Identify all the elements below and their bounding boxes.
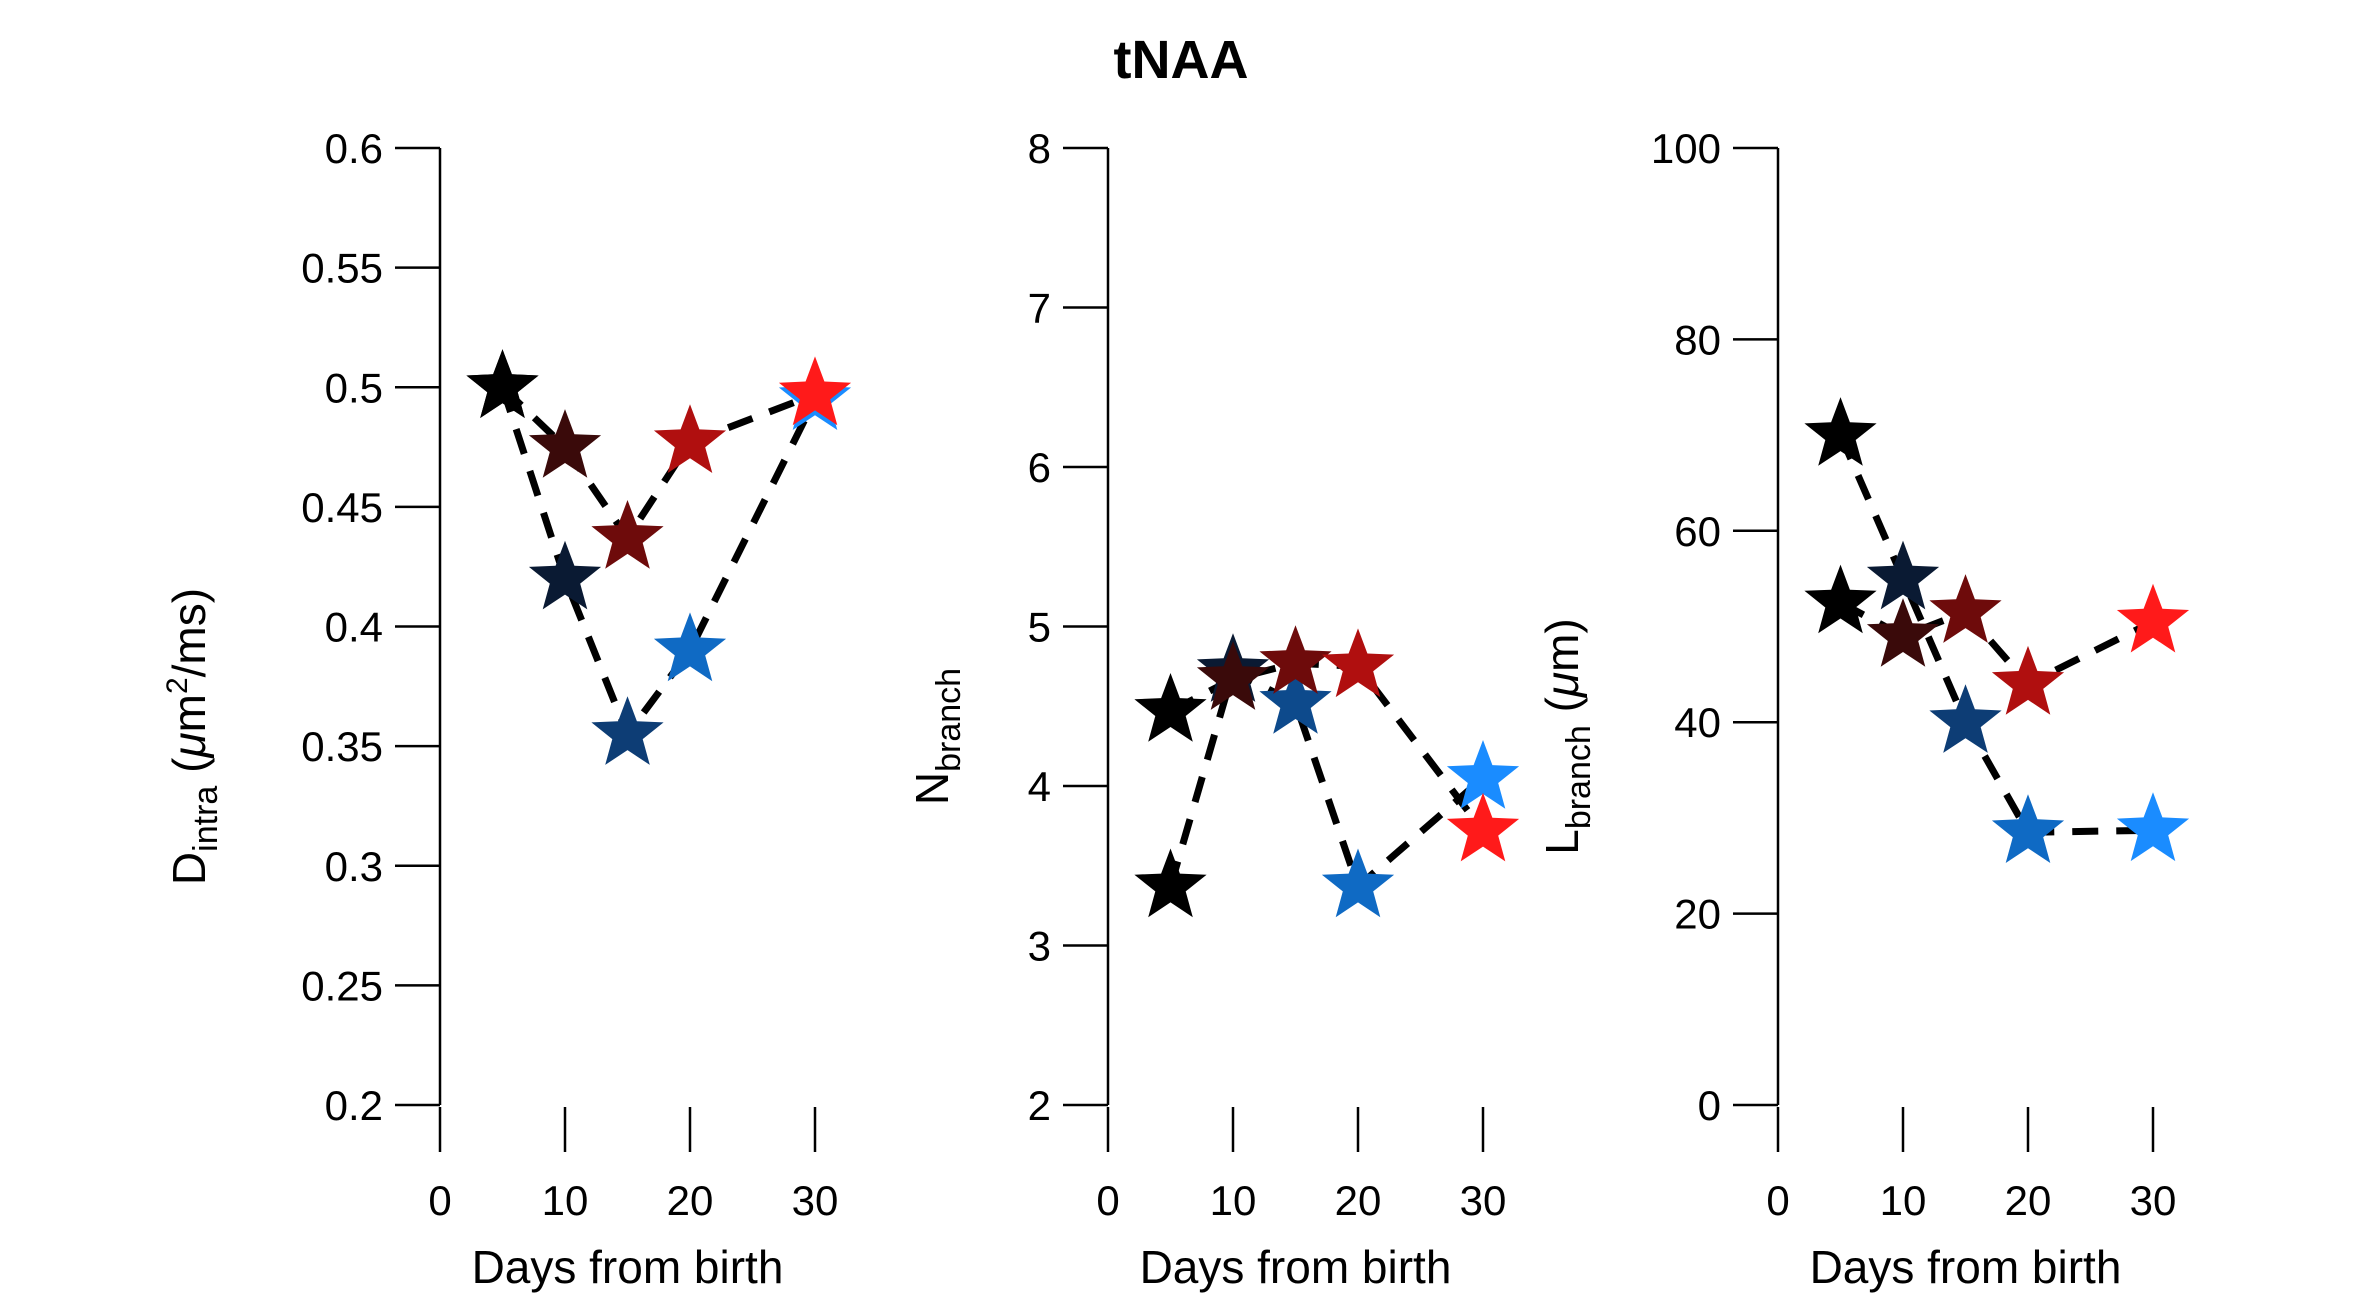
x-tick-label: 20 [1335, 1177, 1382, 1224]
series-2-star-marker [1866, 598, 1940, 667]
y-axis-title-mu: μ [1536, 672, 1588, 698]
series-1-star-marker [653, 612, 727, 682]
series-2-star-marker [1804, 564, 1877, 634]
x-axis-title: Days from birth [472, 1241, 784, 1293]
x-tick-label: 20 [667, 1177, 714, 1224]
y-axis-title-units_before: ( [163, 757, 215, 786]
series-1-star-marker [1134, 848, 1207, 918]
y-tick-label: 5 [1028, 604, 1051, 651]
y-axis-title-units_mid: m [163, 694, 215, 732]
y-tick-label: 80 [1674, 316, 1721, 363]
x-axis-title: Days from birth [1810, 1241, 2122, 1293]
figure-title: tNAA [1114, 30, 1249, 90]
y-axis-title-mu: μ [163, 732, 215, 758]
series-2-star-marker [1196, 641, 1270, 710]
x-tick-label: 30 [1460, 1177, 1507, 1224]
y-tick-label: 0.6 [325, 125, 383, 172]
x-tick-label: 10 [542, 1177, 589, 1224]
x-tick-label: 0 [1096, 1177, 1119, 1224]
x-tick-label: 10 [1210, 1177, 1257, 1224]
series-1-star-marker [1321, 848, 1395, 918]
y-axis-title-main: D [163, 852, 215, 885]
series-1-star-marker [591, 696, 664, 765]
x-tick-label: 30 [2130, 1177, 2177, 1224]
y-tick-label: 0.45 [301, 484, 383, 531]
y-tick-label: 4 [1028, 763, 1051, 810]
x-tick-label: 30 [792, 1177, 839, 1224]
x-tick-label: 0 [1766, 1177, 1789, 1224]
y-tick-label: 20 [1674, 891, 1721, 938]
series-1-star-marker [2116, 792, 2190, 862]
y-tick-label: 100 [1651, 125, 1721, 172]
series-1-line [1167, 666, 1486, 893]
series-1-star-marker [1804, 397, 1877, 466]
series-1-star-marker [1259, 665, 1332, 734]
x-tick-label: 0 [428, 1177, 451, 1224]
series-2-star-marker [1321, 628, 1395, 698]
series-2-star-marker [466, 349, 539, 418]
y-axis-title-units_after: /ms) [163, 588, 215, 677]
panel-1: 0 10 20 30 0.2 0.25 0.3 0.35 0.4 0.45 0.5 0.55 0.6 Da… [161, 125, 852, 1293]
series-2-star-marker [591, 500, 664, 569]
y-tick-label: 0.5 [325, 364, 383, 411]
series-2-star-marker [1259, 625, 1332, 694]
series-2-star-marker [1991, 645, 2065, 715]
panel-2: 0 10 20 30 2 3 4 5 6 7 8 Days from birth Nbranch [906, 125, 1520, 1293]
y-axis-title: Dintra (μm2/ms) [161, 588, 225, 885]
series-1-star-marker [1446, 740, 1520, 809]
series-2-star-marker [653, 404, 727, 473]
y-axis-title-sup: 2 [161, 677, 194, 694]
y-tick-label: 6 [1028, 444, 1051, 491]
series-2-star-marker [2116, 583, 2190, 653]
series-2-star-marker [778, 356, 852, 426]
series-1-star-marker [528, 540, 602, 610]
y-axis-title-sub: branch [1560, 725, 1598, 829]
series-2-star-marker [528, 409, 602, 478]
y-tick-label: 60 [1674, 508, 1721, 555]
y-tick-label: 0.25 [301, 962, 383, 1009]
y-tick-label: 8 [1028, 125, 1051, 172]
y-axis-title: Lbranch (μm) [1536, 618, 1598, 855]
y-tick-label: 40 [1674, 699, 1721, 746]
y-axis-title-units_mid: m [1536, 634, 1588, 672]
y-tick-label: 3 [1028, 923, 1051, 970]
series-1-star-marker [1929, 684, 2002, 753]
y-tick-label: 7 [1028, 285, 1051, 332]
panels: 0 10 20 300.20.250.30.350.40.450.50.550.6Da… [161, 125, 2190, 1293]
series-2-star-marker [1929, 574, 2002, 643]
y-axis-title-main: N [906, 772, 958, 805]
y-tick-label: 0.2 [325, 1082, 383, 1129]
y-tick-label: 2 [1028, 1082, 1051, 1129]
x-tick-label: 20 [2005, 1177, 2052, 1224]
y-tick-label: 0.4 [325, 604, 383, 651]
series-2-star-marker [1134, 673, 1207, 742]
x-tick-label: 10 [1880, 1177, 1927, 1224]
series-2-star-marker [1446, 792, 1520, 862]
y-tick-label: 0.35 [301, 723, 383, 770]
y-tick-label: 0.3 [325, 843, 383, 890]
y-axis-title-main: L [1536, 829, 1588, 855]
y-tick-label: 0 [1698, 1082, 1721, 1129]
y-tick-label: 0.55 [301, 245, 383, 292]
x-axis-title: Days from birth [1140, 1241, 1452, 1293]
y-axis-title: Nbranch [906, 668, 968, 805]
series-1-star-marker [1991, 794, 2065, 863]
y-axis-title-sub: intra [187, 786, 225, 852]
panel-3: 0 10 20 30 0 20 40 60 80 100 Days from birth Lbranc… [1536, 125, 2190, 1293]
y-axis-title-units_before: ( [1536, 696, 1588, 725]
series-1-star-marker [1866, 540, 1940, 610]
y-axis-title-sub: branch [930, 668, 968, 772]
y-axis-title-units_after: ) [1536, 618, 1588, 633]
